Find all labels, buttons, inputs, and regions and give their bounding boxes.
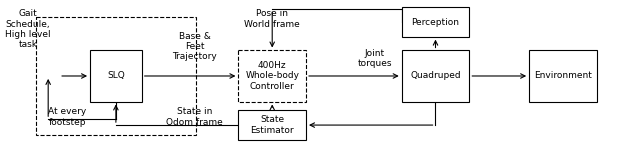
Bar [90, 50, 142, 101]
Text: Quadruped: Quadruped [410, 71, 461, 80]
Text: Pose in
World frame: Pose in World frame [244, 9, 300, 29]
Bar [402, 7, 469, 37]
Text: Base &
Feet
Trajectory: Base & Feet Trajectory [172, 32, 217, 61]
Text: Gait
Schedule,
High level
task: Gait Schedule, High level task [5, 9, 51, 49]
Bar [529, 50, 596, 101]
Text: Environment: Environment [534, 71, 592, 80]
Bar [238, 110, 306, 140]
Bar [36, 17, 196, 135]
Text: Joint
torques: Joint torques [358, 49, 392, 68]
Text: Perception: Perception [412, 18, 460, 27]
Text: At every
footstep: At every footstep [48, 107, 86, 127]
Bar [238, 50, 306, 101]
Text: 400Hz
Whole-body
Controller: 400Hz Whole-body Controller [245, 61, 300, 91]
Text: SLQ: SLQ [107, 71, 125, 80]
Text: State
Estimator: State Estimator [250, 115, 294, 135]
Bar [402, 50, 469, 101]
Text: State in
Odom frame: State in Odom frame [166, 107, 223, 127]
